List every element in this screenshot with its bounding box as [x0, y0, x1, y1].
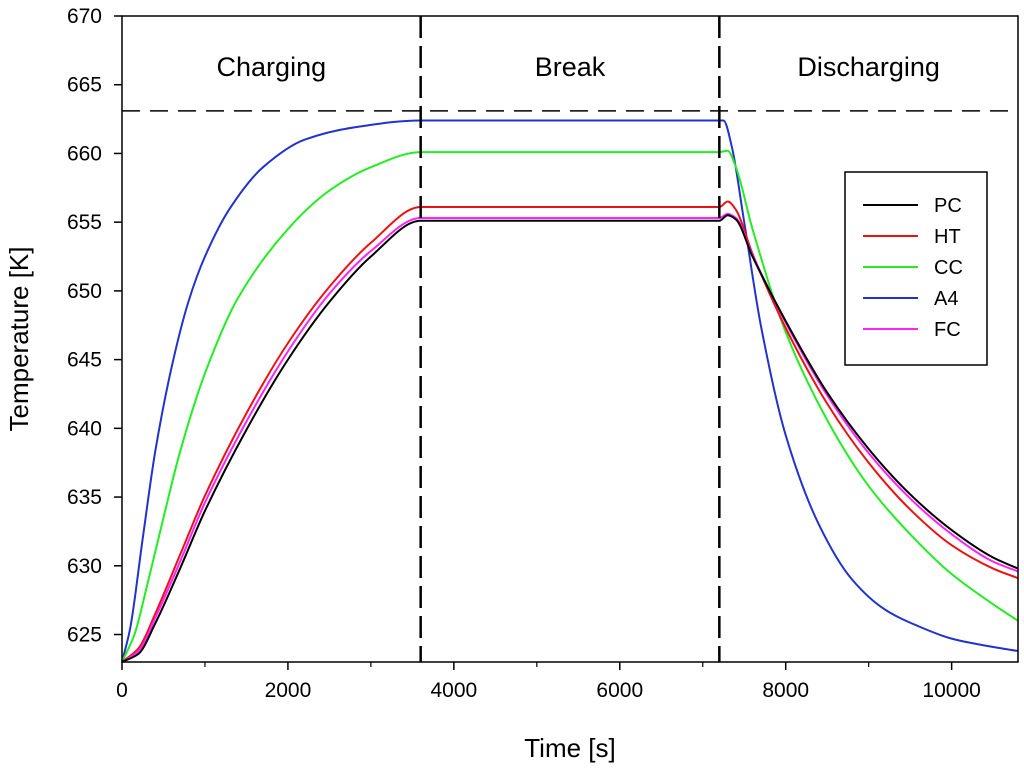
y-tick-label: 665	[67, 74, 102, 97]
x-tick-label: 8000	[762, 679, 809, 702]
legend-label-cc: CC	[934, 257, 963, 279]
series-layer	[121, 119, 1019, 663]
region-labels: Charging Break Discharging	[217, 52, 940, 82]
x-axis-title: Time [s]	[524, 733, 615, 763]
legend-box	[844, 171, 988, 366]
region-label-break: Break	[535, 52, 606, 82]
y-tick-label: 670	[67, 5, 102, 28]
legend: PC HT CC A4 FC	[844, 171, 988, 366]
x-tick-label: 0	[116, 679, 128, 702]
series-line-cc	[121, 149, 1019, 663]
y-tick-label: 635	[67, 486, 102, 509]
y-tick-label: 655	[67, 211, 102, 234]
series-line-fc	[121, 212, 1019, 663]
y-axis-title: Temperature [K]	[4, 247, 34, 432]
legend-label-pc: PC	[934, 195, 962, 217]
y-tick-label: 660	[67, 142, 102, 165]
region-label-discharging: Discharging	[797, 52, 940, 82]
legend-label-ht: HT	[934, 226, 961, 248]
series-line-pc	[121, 214, 1019, 663]
legend-label-a4: A4	[934, 288, 958, 310]
x-axis-ticks: 0 2000 4000 6000 8000 10000	[116, 662, 981, 702]
y-tick-label: 630	[67, 555, 102, 578]
x-tick-label: 4000	[430, 679, 477, 702]
y-tick-label: 640	[67, 417, 102, 440]
y-tick-label: 645	[67, 349, 102, 372]
series-line-ht	[121, 200, 1019, 663]
y-tick-label: 625	[67, 624, 102, 647]
x-tick-label: 2000	[265, 679, 312, 702]
plot-frame	[121, 15, 1019, 663]
y-tick-label: 650	[67, 280, 102, 303]
reference-lines	[122, 16, 1018, 662]
legend-label-fc: FC	[934, 319, 961, 341]
series-line-a4	[121, 119, 1019, 663]
y-axis-ticks: 625 630 635 640 645 650 655 660 665 670	[67, 5, 122, 647]
x-tick-label: 6000	[596, 679, 643, 702]
region-label-charging: Charging	[217, 52, 327, 82]
x-tick-label: 10000	[922, 679, 980, 702]
